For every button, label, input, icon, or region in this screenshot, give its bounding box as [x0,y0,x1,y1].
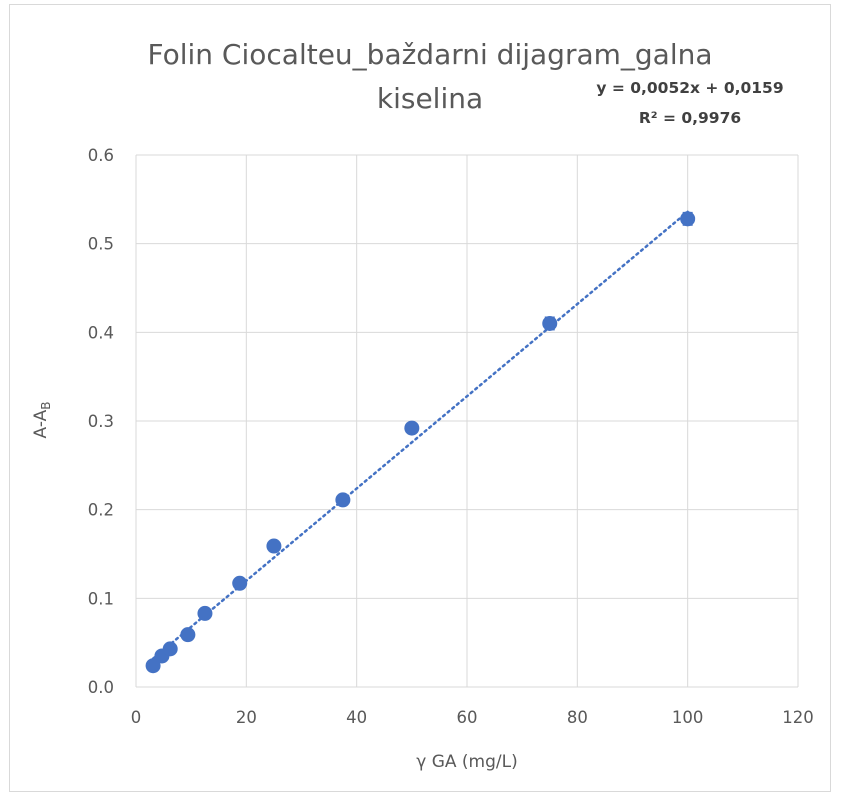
data-point [180,627,196,643]
x-tick-label: 100 [672,708,704,727]
y-axis-label-main: A-A [31,409,51,438]
x-tick-label: 60 [457,708,478,727]
data-point [335,492,351,508]
gridlines [135,154,799,688]
y-axis-label: A-AB [31,402,53,439]
y-tick-label: 0.4 [88,323,114,342]
x-tick-label: 80 [567,708,588,727]
tick-labels: 0 20 40 60 80 100 120 0.0 0.1 0.2 0.3 0.4 0.5 0.6 [88,146,814,727]
trendline-layer [151,210,689,660]
y-tick-label: 0.0 [88,678,114,697]
chart-title-line1: Folin Ciocalteu_baždarni dijagram_galna [147,38,712,71]
data-point [542,315,558,331]
y-tick-label: 0.6 [88,146,114,165]
data-point [145,658,161,674]
y-tick-label: 0.5 [88,235,114,254]
data-point [680,211,696,227]
data-point [162,641,178,657]
y-axis-label-subscript: B [39,402,53,410]
trendline-r-squared: R² = 0,9976 [639,109,741,127]
x-tick-label: 120 [782,708,814,727]
x-tick-label: 40 [346,708,367,727]
data-point [266,538,282,554]
data-point [404,420,420,436]
data-point [197,605,213,621]
y-tick-label: 0.1 [88,589,114,608]
y-tick-label: 0.3 [88,412,114,431]
y-tick-label: 0.2 [88,501,114,520]
trendline-equation: y = 0,0052x + 0,0159 [596,79,783,97]
data-points [145,211,696,674]
chart-title-line2: kiselina [377,82,483,115]
data-point [232,575,248,591]
x-axis-label: γ GA (mg/L) [416,752,518,772]
chart-area [9,4,831,792]
trendline [151,210,689,660]
x-tick-label: 20 [236,708,257,727]
x-tick-label: 0 [131,708,142,727]
